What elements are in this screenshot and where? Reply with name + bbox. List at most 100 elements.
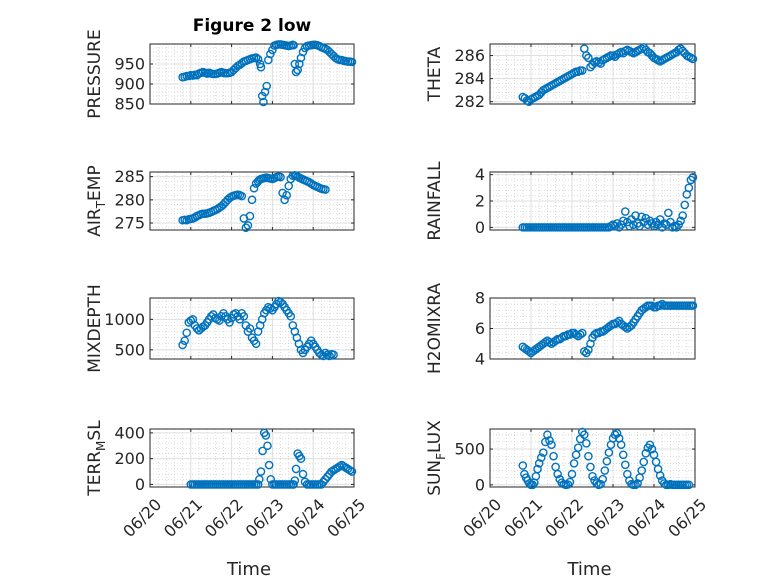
data-point: [659, 479, 669, 488]
y-tick-label: 284: [454, 69, 485, 88]
data-point: [264, 460, 274, 470]
data-point: [547, 440, 556, 450]
data-point: [586, 462, 595, 472]
y-axis-label-rest: SL: [85, 420, 105, 441]
y-tick-label: 1000: [104, 310, 145, 329]
y-tick-label: 2: [475, 192, 485, 211]
data-point: [276, 172, 285, 182]
y-axis-label-subscript: T: [94, 200, 108, 209]
y-tick-label: 500: [454, 440, 485, 459]
y-axis-label-main: TERR: [85, 451, 105, 497]
data-point: [655, 301, 665, 310]
data-point: [215, 316, 224, 325]
data-point: [524, 347, 534, 356]
data-point: [541, 337, 550, 347]
data-point: [262, 81, 271, 91]
data-point: [577, 328, 587, 338]
y-axis-label: PRESSURE: [85, 29, 105, 118]
data-point: [575, 330, 585, 339]
axes-background: [149, 428, 355, 488]
y-axis-label-main: SUN: [425, 460, 445, 496]
data-point: [571, 330, 581, 339]
data-point: [255, 474, 264, 484]
series-markers: [178, 170, 330, 232]
data-point: [647, 301, 657, 310]
y-axis-label: MIXDEPTH: [85, 284, 105, 373]
x-tick-label: 06/20: [119, 495, 165, 541]
data-point: [259, 97, 268, 107]
data-point: [676, 216, 685, 226]
data-point: [282, 190, 291, 200]
data-point: [618, 450, 628, 460]
data-point: [325, 351, 334, 361]
data-point: [543, 430, 552, 440]
y-axis-label: THETA: [425, 46, 445, 102]
y-tick-label: 6: [475, 319, 485, 338]
x-tick-label: 06/25: [323, 495, 369, 541]
x-axis-label: Time: [226, 559, 271, 580]
x-tick-label: 06/20: [459, 495, 505, 541]
data-point: [249, 183, 259, 193]
series-markers: [186, 428, 357, 489]
data-point: [670, 221, 679, 231]
data-point: [664, 208, 673, 218]
data-point: [684, 183, 694, 193]
data-point: [621, 322, 630, 332]
data-point: [266, 304, 275, 313]
figure-title: Figure 2 low: [193, 16, 312, 36]
data-point: [291, 464, 301, 474]
data-point: [319, 477, 328, 487]
x-tick-label: 06/21: [160, 495, 206, 541]
data-point: [577, 66, 587, 75]
x-tick-label: 06/23: [242, 495, 288, 541]
x-tick-label: 06/22: [201, 495, 247, 541]
data-point: [536, 453, 546, 462]
data-point: [688, 172, 698, 182]
y-tick-label: 4: [475, 350, 485, 369]
data-point: [647, 444, 657, 454]
data-point: [688, 54, 698, 64]
data-point: [256, 467, 266, 476]
y-tick-label: 282: [454, 92, 485, 111]
y-tick-label: 200: [114, 449, 145, 468]
data-point: [567, 469, 577, 479]
data-point: [596, 479, 606, 489]
data-point: [553, 469, 562, 479]
data-point: [582, 439, 591, 448]
data-point: [256, 62, 266, 72]
data-point: [237, 191, 247, 201]
axes-frame: [149, 43, 355, 105]
y-axis-label: RAINFALL: [425, 161, 445, 241]
subplot-6: 4 6 8 H2OMIXRA: [425, 283, 698, 374]
data-point: [618, 216, 628, 226]
y-tick-label: 850: [114, 95, 145, 114]
y-tick-label: 280: [114, 190, 145, 209]
axes-background: [149, 171, 355, 231]
data-point: [592, 479, 601, 488]
data-point: [680, 200, 690, 210]
data-point: [539, 448, 548, 457]
data-point: [329, 350, 338, 360]
data-point: [298, 469, 308, 479]
data-point: [545, 337, 554, 347]
data-point: [295, 59, 304, 69]
y-axis-label: SUNFLUX: [425, 420, 448, 496]
data-point: [584, 451, 593, 461]
series-markers: [518, 427, 694, 490]
data-point: [573, 443, 583, 452]
data-point: [678, 211, 688, 220]
data-point: [178, 340, 187, 350]
x-tick-label: 06/24: [623, 495, 669, 541]
data-point: [251, 53, 261, 62]
data-point: [241, 223, 251, 232]
y-axis-label: H2OMIXRA: [425, 283, 445, 374]
data-point: [289, 40, 298, 50]
data-point: [545, 436, 554, 445]
y-tick-label: 285: [114, 167, 145, 186]
subplot-3: 275 280 285 AIRTEMP: [85, 165, 355, 237]
data-point: [247, 195, 257, 205]
data-point: [688, 301, 698, 310]
y-tick-label: 400: [114, 423, 145, 442]
